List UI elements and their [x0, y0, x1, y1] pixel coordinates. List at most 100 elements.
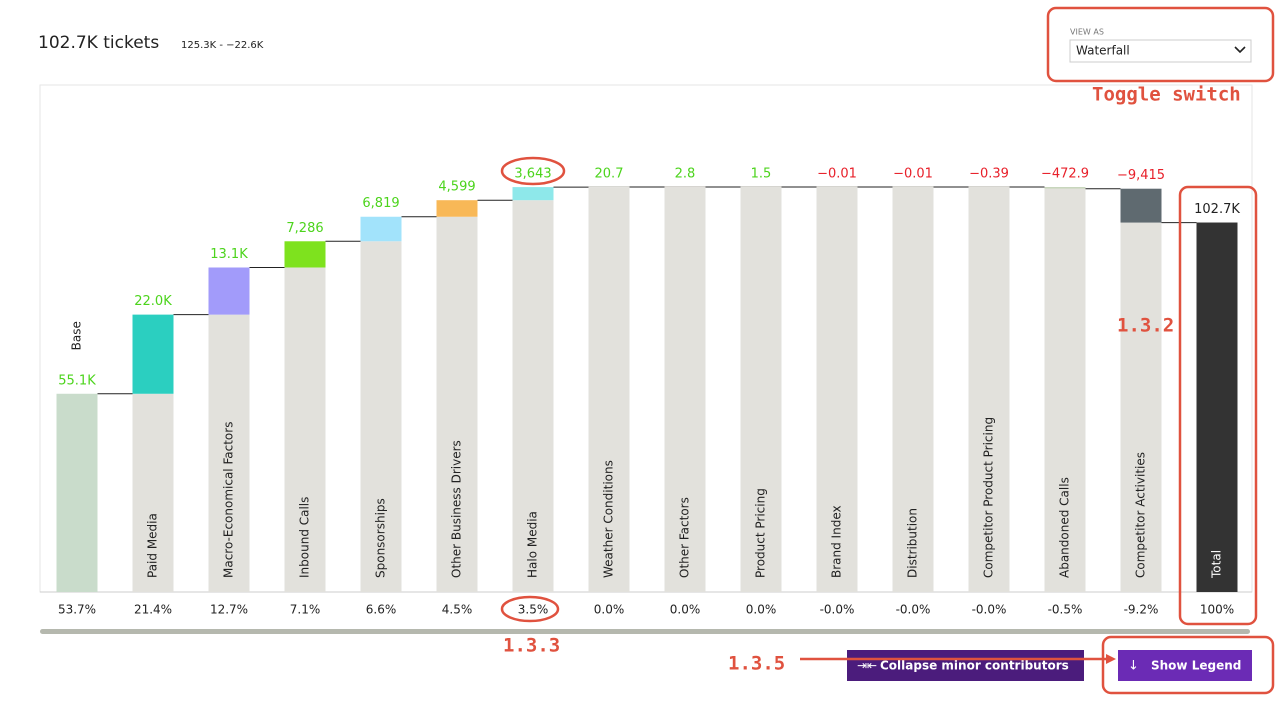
- share-label: 21.4%: [134, 603, 172, 617]
- value-label: 20.7: [595, 167, 624, 182]
- category-label: Other Factors: [678, 497, 692, 578]
- share-label: 3.5%: [518, 603, 549, 617]
- legend-button[interactable]: [1118, 650, 1252, 681]
- annotation: 1.3.2: [1117, 315, 1174, 337]
- column-bg: [512, 200, 554, 592]
- category-label: Paid Media: [146, 513, 160, 578]
- value-ellipse: [500, 156, 566, 186]
- annotation: Toggle switch: [1092, 84, 1241, 106]
- category-label: Other Business Drivers: [450, 440, 464, 578]
- share-label: -0.0%: [820, 603, 855, 617]
- dropdown-value: Waterfall: [1076, 44, 1130, 58]
- category-label: Inbound Calls: [298, 497, 312, 578]
- column-bg: [1120, 222, 1162, 593]
- waterfall: 55.1K Base 53.7% 22.0K Paid Media 21.4% 13.1K M…: [56, 167, 1240, 617]
- value-label: 22.0K: [134, 294, 172, 309]
- column-bg: [132, 393, 174, 592]
- share-label: 0.0%: [670, 603, 701, 617]
- value-label: 55.1K: [58, 373, 96, 388]
- value-label: 102.7K: [1194, 202, 1240, 217]
- share-ellipse: [500, 595, 560, 623]
- value-label: 1.5: [751, 167, 772, 182]
- bar: [284, 241, 326, 268]
- category-label: Abandoned Calls: [1058, 477, 1072, 578]
- annotation: 1.3.3: [503, 635, 560, 657]
- share-label: 7.1%: [290, 603, 321, 617]
- column-bg: [284, 267, 326, 592]
- category-label: Total: [1210, 550, 1224, 579]
- title: 102.7K tickets: [38, 33, 159, 53]
- column-bg: [208, 314, 250, 592]
- value-label: −0.01: [817, 167, 857, 182]
- bar: [436, 200, 478, 217]
- bar: [208, 267, 250, 315]
- column-bg: [816, 187, 858, 592]
- legend-icon: ↓: [1128, 659, 1139, 674]
- column-bg: [740, 187, 782, 592]
- bar: [132, 314, 174, 394]
- value-label: −9,415: [1117, 168, 1165, 183]
- dropdown[interactable]: [1069, 39, 1252, 63]
- bar: [1196, 222, 1238, 592]
- value-label: −0.39: [969, 167, 1009, 182]
- value-label: 3,643: [514, 167, 551, 182]
- value-label: 6,819: [362, 196, 399, 211]
- collapse-text: Collapse minor contributors: [880, 659, 1069, 673]
- share-label: -0.0%: [972, 603, 1007, 617]
- category-label: Halo Media: [526, 511, 540, 578]
- range: 125.3K - −22.6K: [181, 40, 264, 51]
- scrollbar[interactable]: [40, 629, 1250, 634]
- buttons-box: [1101, 635, 1275, 695]
- value-label: 4,599: [438, 180, 475, 195]
- category-label: Macro-Economical Factors: [222, 422, 236, 578]
- share-label: 100%: [1200, 603, 1234, 617]
- bar: [892, 186, 934, 188]
- category-label: Base: [70, 321, 84, 350]
- bar: [360, 216, 402, 242]
- category-label: Product Pricing: [754, 488, 768, 578]
- bar: [740, 186, 782, 188]
- share-label: -0.5%: [1048, 603, 1083, 617]
- chevron: [1234, 46, 1246, 54]
- arrow-head: [1106, 654, 1116, 664]
- share-label: 0.0%: [594, 603, 625, 617]
- category-label: Distribution: [906, 508, 920, 578]
- bar: [588, 186, 630, 188]
- share-label: 0.0%: [746, 603, 777, 617]
- collapse-button[interactable]: [847, 650, 1084, 681]
- value-label: −472.9: [1041, 167, 1089, 182]
- value-label: 7,286: [286, 221, 323, 236]
- view-as-label: VIEW AS: [1070, 28, 1104, 37]
- total-box: [1178, 185, 1258, 626]
- share-label: 12.7%: [210, 603, 248, 617]
- column-bg: [436, 216, 478, 592]
- category-label: Sponsorships: [374, 498, 388, 578]
- column-bg: [892, 187, 934, 593]
- category-label: Weather Conditions: [602, 460, 616, 578]
- share-label: 4.5%: [442, 603, 473, 617]
- toggle-box: [1046, 6, 1275, 83]
- bar: [816, 186, 858, 188]
- legend-text: Show Legend: [1151, 659, 1241, 673]
- collapse-icon: ⇥⇤: [857, 659, 877, 673]
- bar: [1044, 187, 1086, 189]
- bar: [512, 187, 554, 201]
- share-label: -9.2%: [1124, 603, 1159, 617]
- value-label: 13.1K: [210, 247, 248, 262]
- column-bg: [664, 187, 706, 592]
- bar: [56, 393, 98, 592]
- share-label: -0.0%: [896, 603, 931, 617]
- bar: [1120, 188, 1162, 223]
- value-label: 2.8: [675, 167, 696, 182]
- category-label: Competitor Activities: [1134, 452, 1148, 578]
- share-label: 6.6%: [366, 603, 397, 617]
- column-bg: [588, 187, 630, 592]
- category-label: Brand Index: [830, 505, 844, 578]
- annotations: [500, 6, 1275, 695]
- column-bg: [968, 187, 1010, 593]
- value-label: −0.01: [893, 167, 933, 182]
- column-bg: [1044, 188, 1086, 592]
- bar: [968, 186, 1010, 188]
